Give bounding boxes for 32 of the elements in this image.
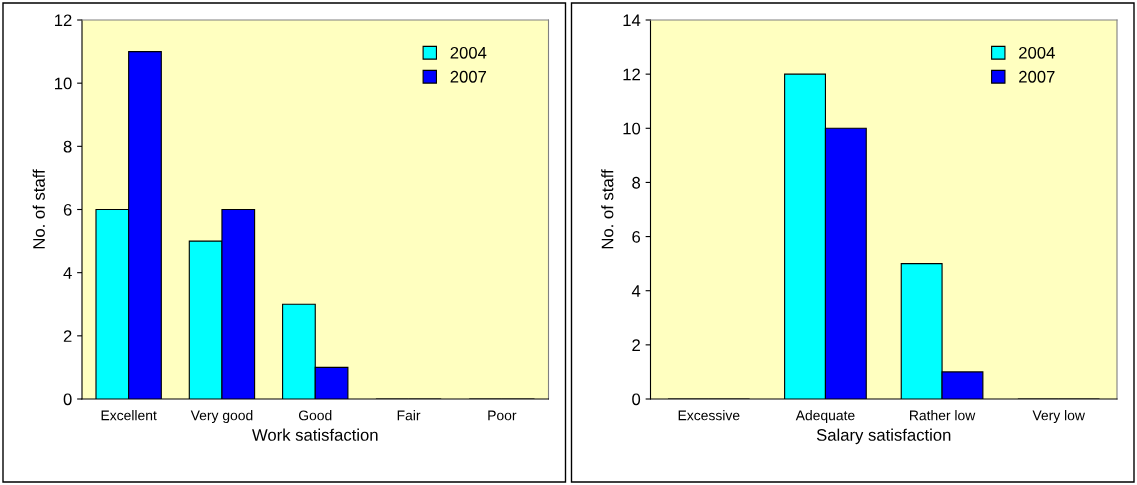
x-tick-label: Excessive: [678, 410, 740, 421]
y-tick-label: 6: [63, 203, 72, 216]
y-tick-label: 6: [632, 230, 641, 243]
y-tick-label: 14: [623, 14, 641, 27]
y-tick-label: 8: [632, 176, 641, 189]
x-tick-label: Rather low: [910, 410, 976, 421]
y-tick-label: 4: [63, 267, 72, 279]
legend-label: 2004: [1019, 46, 1055, 59]
x-tick-label: Fair: [397, 410, 421, 421]
x-axis-title: Salary satisfaction: [816, 428, 951, 445]
x-tick-label: Adequate: [795, 410, 855, 424]
x-tick-label: Very low: [1032, 410, 1085, 424]
x-axis-title: Work satisfaction: [252, 428, 378, 441]
y-tick-label: 10: [55, 77, 72, 90]
x-tick-label: Poor: [488, 410, 517, 421]
y-axis-title: No. of staff: [601, 169, 614, 249]
y-tick-label: 0: [632, 393, 641, 406]
y-tick-label: 2: [63, 330, 72, 342]
legend-label: 2004: [450, 46, 487, 59]
legend-label: 2007: [1019, 70, 1055, 83]
x-tick-label: Good: [298, 410, 332, 421]
y-tick-label: 4: [631, 285, 641, 297]
x-tick-label: Very good: [190, 410, 253, 424]
y-tick-label: 10: [623, 122, 641, 135]
legend-label: 2007: [450, 70, 487, 83]
y-tick-label: 12: [55, 14, 72, 27]
y-tick-label: 2: [632, 339, 640, 351]
y-axis-title: No. of staff: [32, 169, 45, 249]
y-tick-label: 8: [63, 140, 72, 153]
x-tick-label: Excellent: [101, 410, 157, 421]
y-tick-label: 0: [63, 393, 72, 406]
y-tick-label: 12: [623, 68, 640, 81]
